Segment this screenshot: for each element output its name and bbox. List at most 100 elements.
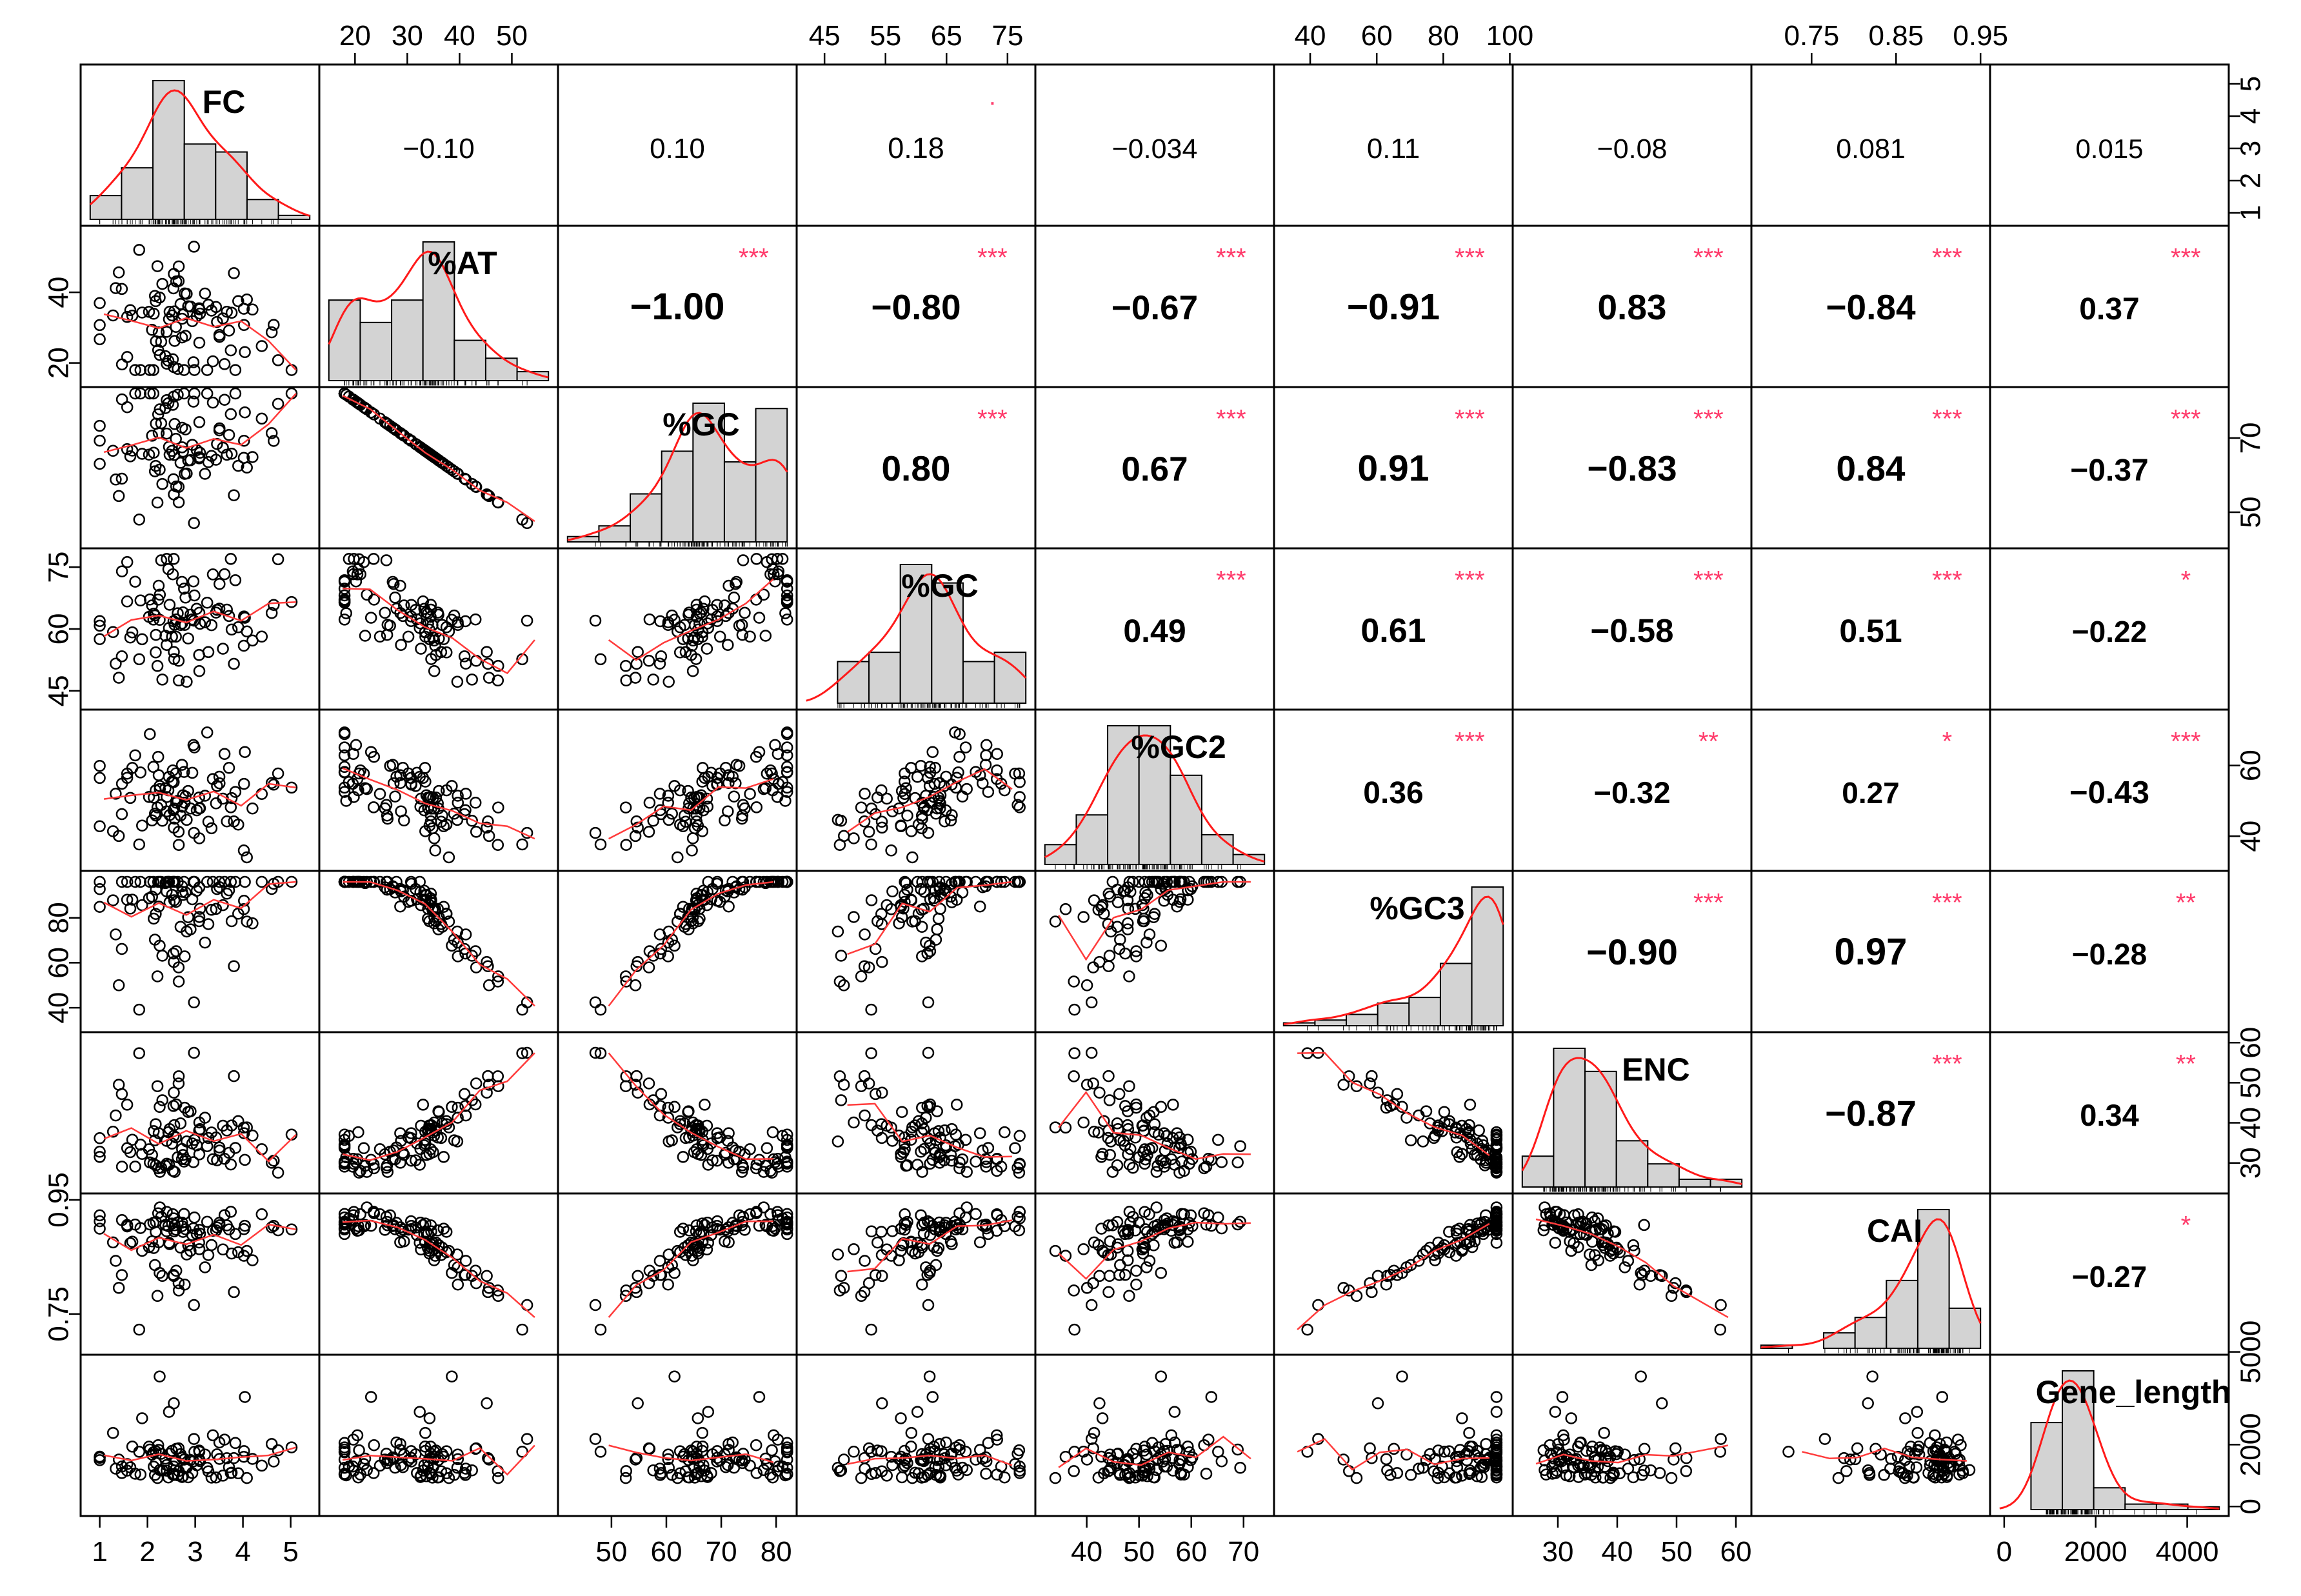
scatter-point bbox=[688, 822, 701, 835]
scatter-point bbox=[268, 319, 280, 331]
scatter-point bbox=[1168, 1159, 1181, 1171]
scatter-point bbox=[930, 933, 942, 946]
scatter-point bbox=[115, 565, 128, 577]
significance-stars: *** bbox=[1216, 244, 1246, 272]
scatter-point bbox=[630, 1070, 643, 1082]
scatter-point bbox=[213, 770, 226, 783]
scatter-point bbox=[206, 396, 219, 409]
scatter-point bbox=[150, 646, 162, 659]
tick-label: 40 bbox=[1295, 20, 1326, 52]
scatter-point bbox=[147, 875, 160, 888]
scatter-point bbox=[1167, 1464, 1179, 1477]
scatter-point bbox=[466, 673, 478, 686]
scatter-point bbox=[368, 594, 381, 606]
scatter-point bbox=[368, 1162, 381, 1175]
scatter-point bbox=[411, 766, 423, 779]
scatter-point bbox=[848, 1446, 860, 1458]
scatter-point bbox=[1198, 1207, 1210, 1219]
scatter-point bbox=[129, 1219, 141, 1231]
scatter-point bbox=[1143, 928, 1156, 941]
scatter-point bbox=[458, 472, 471, 485]
scatter-point bbox=[916, 1278, 928, 1291]
scatter-point bbox=[380, 554, 393, 566]
scatter-point bbox=[991, 748, 1003, 760]
scatter-point bbox=[730, 575, 743, 588]
scatter-point bbox=[859, 928, 871, 941]
scatter-point bbox=[186, 766, 199, 779]
scatter-point bbox=[394, 606, 406, 619]
scatter-point bbox=[629, 830, 642, 843]
scatter-point bbox=[779, 607, 792, 619]
scatter-point bbox=[265, 326, 278, 339]
scatter-point bbox=[347, 1153, 359, 1165]
scatter-point bbox=[451, 675, 464, 688]
scatter-point bbox=[237, 844, 250, 857]
scatter-point bbox=[458, 1269, 471, 1281]
scatter-point bbox=[225, 448, 238, 460]
scatter-point bbox=[924, 1098, 937, 1111]
histogram-bar bbox=[328, 299, 361, 381]
scatter-point bbox=[469, 1098, 482, 1111]
tick-label: 80 bbox=[43, 902, 75, 933]
scatter-point bbox=[1438, 1446, 1451, 1458]
scatter-point bbox=[163, 1406, 175, 1418]
scatter-point bbox=[338, 1223, 351, 1236]
scatter-point bbox=[172, 260, 185, 273]
correlation-value: −0.10 bbox=[403, 133, 474, 165]
scatter-point bbox=[705, 1137, 717, 1150]
scatter-point bbox=[161, 791, 173, 803]
scatter-point bbox=[757, 1166, 770, 1178]
histogram-bar bbox=[899, 564, 933, 704]
correlation-value: −0.87 bbox=[1825, 1093, 1917, 1133]
tick-label: 60 bbox=[2235, 1027, 2267, 1059]
scatter-point bbox=[199, 616, 212, 628]
scatter-point bbox=[380, 1448, 393, 1460]
smooth-line bbox=[608, 881, 774, 1007]
scatter-point bbox=[1174, 1137, 1187, 1150]
scatter-point bbox=[1364, 1077, 1376, 1090]
scatter-point bbox=[228, 657, 240, 670]
scatter-point bbox=[482, 489, 494, 501]
scatter-point bbox=[690, 610, 703, 623]
scatter-point bbox=[182, 632, 194, 644]
scatter-point bbox=[1077, 1243, 1090, 1255]
scatter-point bbox=[458, 650, 471, 663]
histogram-bar bbox=[931, 582, 964, 704]
scatter-point bbox=[223, 1146, 235, 1159]
scatter-point bbox=[932, 912, 945, 925]
tick-label: 50 bbox=[496, 20, 528, 52]
scatter-point bbox=[682, 784, 694, 797]
scatter-point bbox=[666, 1259, 678, 1272]
scatter-point bbox=[594, 1446, 607, 1458]
scatter-point bbox=[1202, 1153, 1215, 1165]
correlation-value: −0.27 bbox=[2072, 1260, 2147, 1293]
scatter-point bbox=[148, 1134, 161, 1146]
correlation-value: 0.27 bbox=[1842, 776, 1900, 810]
scatter-point bbox=[338, 596, 351, 609]
scatter-point bbox=[766, 1224, 778, 1237]
scatter-point bbox=[1680, 1465, 1693, 1477]
scatter-point bbox=[630, 960, 643, 972]
scatter-point bbox=[632, 646, 644, 658]
scatter-point bbox=[1136, 1243, 1149, 1256]
scatter-point bbox=[677, 1151, 690, 1163]
variable-name: %GC bbox=[662, 406, 739, 443]
scatter-point bbox=[668, 780, 681, 792]
scatter-point bbox=[699, 595, 711, 608]
scatter-point bbox=[343, 776, 355, 788]
scatter-point bbox=[147, 1446, 160, 1459]
tick-label: 30 bbox=[392, 20, 423, 52]
scatter-point bbox=[211, 315, 223, 328]
scatter-point bbox=[730, 759, 743, 771]
scatter-point bbox=[188, 996, 200, 1009]
scatter-point bbox=[696, 1426, 709, 1439]
scatter-point bbox=[425, 1468, 437, 1481]
smooth-line bbox=[608, 1052, 773, 1161]
smooth-line bbox=[1297, 1222, 1490, 1331]
scatter-point bbox=[1121, 894, 1134, 906]
scatter-point bbox=[781, 596, 793, 609]
scatter-point bbox=[134, 364, 147, 376]
scatter-point bbox=[1182, 1133, 1194, 1146]
variable-name: CAI bbox=[1867, 1213, 1922, 1249]
scatter-point bbox=[179, 592, 192, 604]
